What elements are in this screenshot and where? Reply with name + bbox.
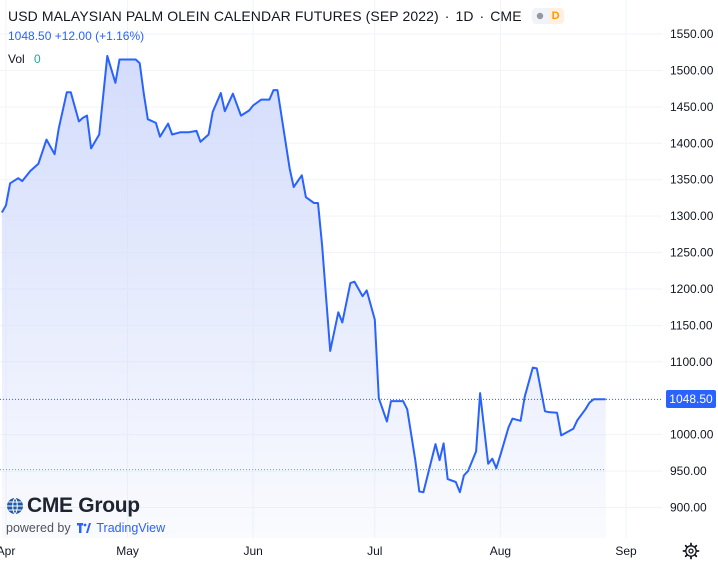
powered-by-line[interactable]: powered by TradingView bbox=[6, 521, 165, 535]
tradingview-icon bbox=[77, 523, 92, 533]
series-line[interactable] bbox=[1, 54, 606, 494]
title-separator: · bbox=[479, 8, 485, 24]
volume-legend[interactable]: Vol 0 bbox=[8, 52, 41, 66]
y-tick-label: 1100.00 bbox=[670, 355, 713, 369]
y-tick-label: 1350.00 bbox=[670, 173, 714, 187]
volume-value: 0 bbox=[34, 52, 41, 66]
y-tick-label: 1500.00 bbox=[670, 63, 714, 77]
y-tick-label: 1300.00 bbox=[670, 209, 714, 223]
y-tick-label: 1550.00 bbox=[670, 27, 714, 41]
gear-icon[interactable] bbox=[682, 542, 700, 560]
y-tick-label: 1250.00 bbox=[670, 246, 714, 260]
status-badges[interactable]: D bbox=[531, 8, 564, 24]
volume-label: Vol bbox=[8, 52, 25, 66]
cme-group-logo: CME Group powered by TradingView bbox=[6, 494, 165, 535]
x-tick-label: Jul bbox=[367, 544, 382, 558]
last-price-quote: 1048.50 +12.00 (+1.16%) bbox=[8, 29, 145, 43]
series-area-fill bbox=[1, 55, 606, 539]
x-tick-label: Aug bbox=[490, 544, 511, 558]
y-tick-label: 900.00 bbox=[670, 501, 707, 515]
interval-label[interactable]: 1D bbox=[455, 8, 474, 24]
y-tick-label: 1000.00 bbox=[670, 428, 714, 442]
exchange-label: CME bbox=[490, 8, 522, 24]
last-price-tag: 1048.50 bbox=[666, 390, 716, 409]
symbol-title[interactable]: USD MALAYSIAN PALM OLEIN CALENDAR FUTURE… bbox=[8, 8, 439, 24]
chart-header: USD MALAYSIAN PALM OLEIN CALENDAR FUTURE… bbox=[8, 6, 564, 26]
x-tick-label: Jun bbox=[244, 544, 263, 558]
y-tick-label: 950.00 bbox=[670, 464, 707, 478]
x-tick-label: May bbox=[116, 544, 139, 558]
x-tick-label: Sep bbox=[615, 544, 637, 558]
powered-by-text: powered by bbox=[6, 521, 71, 535]
brand-name: CME Group bbox=[27, 494, 140, 517]
title-separator: · bbox=[444, 8, 450, 24]
cme-globe-icon bbox=[7, 497, 23, 515]
y-tick-label: 1200.00 bbox=[670, 282, 714, 296]
y-tick-label: 1150.00 bbox=[670, 318, 713, 332]
delayed-data-badge[interactable]: D bbox=[547, 8, 564, 24]
x-tick-label: Apr bbox=[0, 544, 15, 558]
y-tick-label: 1450.00 bbox=[670, 100, 714, 114]
tradingview-link[interactable]: TradingView bbox=[96, 521, 166, 535]
circle-dot-icon[interactable] bbox=[531, 8, 548, 24]
y-tick-label: 1400.00 bbox=[670, 136, 714, 150]
